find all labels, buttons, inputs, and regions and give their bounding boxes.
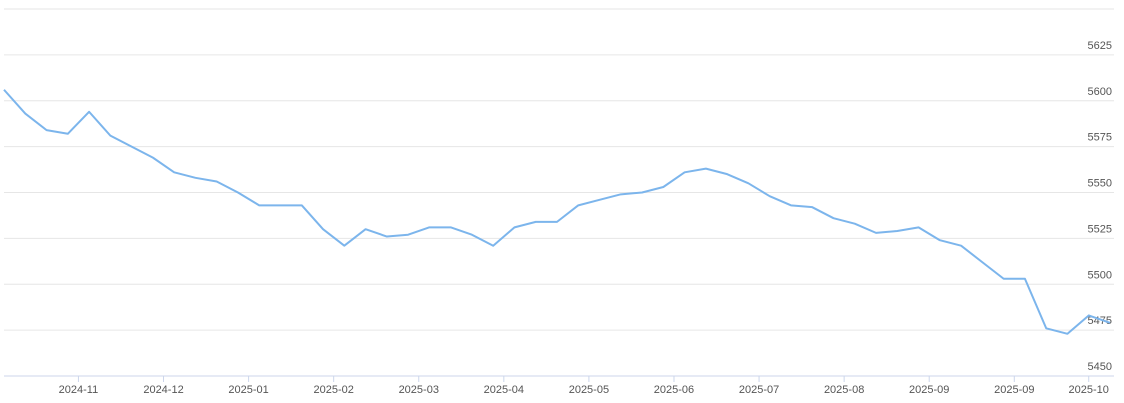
y-tick-label: 5550 <box>1088 178 1112 190</box>
y-tick-label: 5575 <box>1088 132 1112 144</box>
x-tick-label: 2025-09 <box>994 384 1034 396</box>
x-tick-label: 2025-04 <box>484 384 524 396</box>
x-tick-label: 2024-12 <box>143 384 183 396</box>
y-tick-label: 5600 <box>1088 86 1112 98</box>
x-tick-label: 2025-06 <box>654 384 694 396</box>
y-tick-label: 5625 <box>1088 40 1112 52</box>
x-tick-label: 2025-02 <box>313 384 353 396</box>
line-series <box>3 89 1111 335</box>
x-tick-label: 2025-10 <box>1069 384 1109 396</box>
y-tick-label: 5500 <box>1088 269 1112 281</box>
x-tick-label: 2025-03 <box>399 384 439 396</box>
x-tick-label: 2025-07 <box>739 384 779 396</box>
x-tick-label: 2025-09 <box>909 384 949 396</box>
x-tick-label: 2024-11 <box>59 384 99 396</box>
x-tick-label: 2025-05 <box>569 384 609 396</box>
y-tick-label: 5525 <box>1088 223 1112 235</box>
x-tick-label: 2025-08 <box>824 384 864 396</box>
y-tick-label: 5450 <box>1088 361 1112 373</box>
x-tick-label: 2025-01 <box>228 384 268 396</box>
